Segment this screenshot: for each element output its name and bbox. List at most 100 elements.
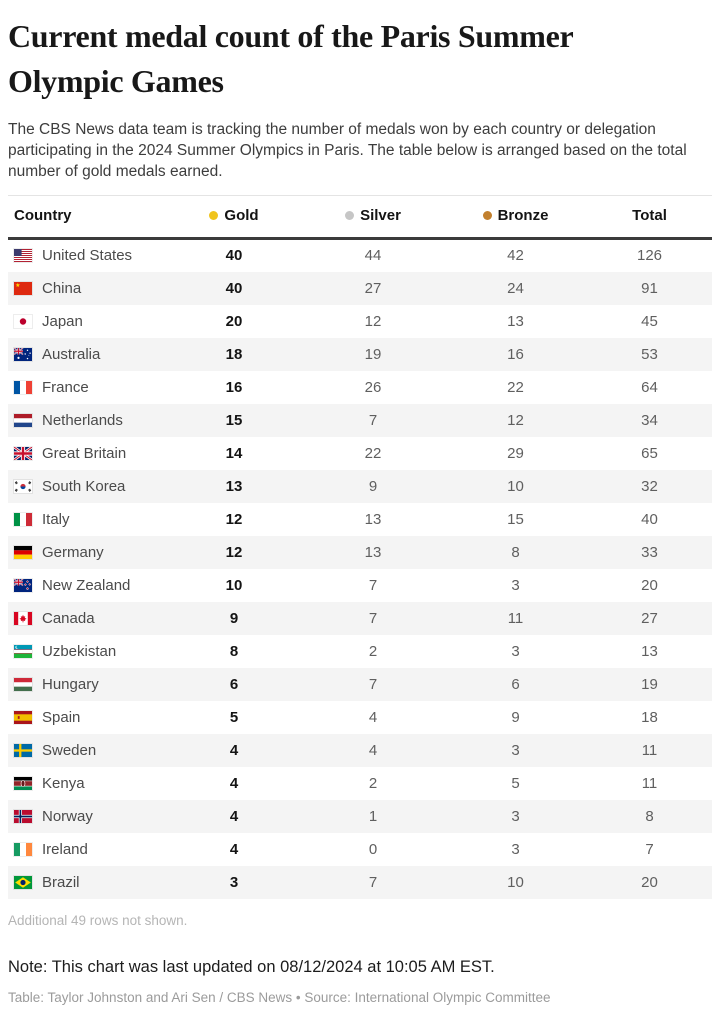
silver-count: 0 xyxy=(368,840,378,858)
bronze-count: 10 xyxy=(507,477,524,495)
column-header-total: Total xyxy=(587,195,712,240)
country-cell: United States xyxy=(8,239,166,272)
bronze-count: 3 xyxy=(511,576,520,594)
bronze-count: 10 xyxy=(507,873,524,891)
country-name: Uzbekistan xyxy=(42,642,117,660)
bronze-count: 6 xyxy=(511,675,520,693)
country-name: United States xyxy=(42,247,133,265)
gold-count: 8 xyxy=(229,642,239,660)
country-flag-icon-ie xyxy=(13,841,33,857)
country-flag-icon-de xyxy=(13,544,33,560)
bronze-count: 11 xyxy=(507,609,524,627)
bronze-count: 9 xyxy=(511,708,520,726)
country-name: Italy xyxy=(42,510,70,528)
country-flag-icon-br xyxy=(13,874,33,890)
bronze-count: 5 xyxy=(511,774,520,792)
bronze-count: 13 xyxy=(507,312,524,330)
total-count: 18 xyxy=(641,708,658,726)
country-cell: Sweden xyxy=(8,734,166,767)
table-row: Germany 12 13 8 33 xyxy=(8,535,712,569)
credit-line: Table: Taylor Johnston and Ari Sen / CBS… xyxy=(8,989,551,1005)
silver-count: 2 xyxy=(368,642,378,660)
country-cell: Germany xyxy=(8,536,166,569)
bronze-count: 15 xyxy=(507,510,524,528)
bronze-dot-icon xyxy=(482,211,492,220)
page-subtitle: The CBS News data team is tracking the n… xyxy=(8,121,687,180)
country-flag-icon-ca xyxy=(13,610,33,626)
table-row: Norway 4 1 3 8 xyxy=(8,799,712,833)
country-name: South Korea xyxy=(42,477,126,495)
gold-count: 40 xyxy=(225,247,243,265)
bronze-count: 3 xyxy=(511,840,520,858)
bronze-count: 8 xyxy=(511,543,520,561)
country-name: Germany xyxy=(42,543,104,561)
gold-count: 13 xyxy=(225,477,243,495)
silver-count: 12 xyxy=(364,312,382,330)
country-name: Spain xyxy=(42,708,81,726)
country-cell: Uzbekistan xyxy=(8,635,166,668)
table-row: Sweden 4 4 3 11 xyxy=(8,733,712,767)
total-count: 7 xyxy=(645,840,654,858)
silver-count: 44 xyxy=(364,247,382,265)
country-flag-icon-fr xyxy=(13,379,33,395)
country-cell: Canada xyxy=(8,602,166,635)
rows-not-shown-note: Additional 49 rows not shown. xyxy=(8,912,188,928)
silver-count: 26 xyxy=(364,378,382,396)
country-flag-icon-nl xyxy=(13,412,33,428)
gold-dot-icon xyxy=(209,211,219,220)
country-flag-icon-it xyxy=(13,511,33,527)
total-count: 20 xyxy=(641,576,658,594)
table-row: France 16 26 22 64 xyxy=(8,371,712,404)
country-cell: Netherlands xyxy=(8,404,166,437)
total-count: 20 xyxy=(641,873,658,891)
country-name: Hungary xyxy=(42,675,99,693)
country-cell: Australia xyxy=(8,338,166,371)
total-count: 40 xyxy=(641,510,658,528)
gold-count: 4 xyxy=(229,774,239,792)
country-flag-icon-us xyxy=(13,248,33,264)
table-body: United States 40 44 42 126 China 40 27 2… xyxy=(8,239,712,899)
table-row: Uzbekistan 8 2 3 13 xyxy=(8,635,712,668)
total-count: 33 xyxy=(641,543,658,561)
total-count: 32 xyxy=(641,477,658,495)
total-count: 34 xyxy=(641,411,658,429)
bronze-count: 29 xyxy=(507,444,524,462)
country-flag-icon-au xyxy=(13,346,33,362)
silver-count: 19 xyxy=(364,345,382,363)
gold-count: 15 xyxy=(225,411,243,429)
silver-count: 7 xyxy=(368,675,378,693)
silver-count: 2 xyxy=(368,774,378,792)
silver-count: 22 xyxy=(364,444,382,462)
column-header-bronze: Bronze xyxy=(444,195,587,240)
gold-count: 4 xyxy=(229,840,239,858)
gold-count: 4 xyxy=(229,741,239,759)
gold-count: 9 xyxy=(229,609,239,627)
gold-count: 20 xyxy=(225,312,243,330)
country-name: France xyxy=(42,378,89,396)
silver-count: 27 xyxy=(364,279,382,297)
country-flag-icon-cn xyxy=(13,280,33,296)
total-count: 27 xyxy=(641,609,658,627)
country-name: Great Britain xyxy=(42,444,127,462)
total-count: 53 xyxy=(641,345,658,363)
table-row: Great Britain 14 22 29 65 xyxy=(8,437,712,470)
gold-count: 14 xyxy=(225,444,243,462)
bronze-count: 24 xyxy=(507,279,524,297)
country-name: Norway xyxy=(42,807,93,825)
total-count: 64 xyxy=(641,378,658,396)
gold-count: 6 xyxy=(229,675,239,693)
silver-count: 7 xyxy=(368,609,378,627)
table-row: Hungary 6 7 6 19 xyxy=(8,667,712,701)
gold-count: 4 xyxy=(229,807,239,825)
bronze-count: 3 xyxy=(511,807,520,825)
table-row: Spain 5 4 9 18 xyxy=(8,701,712,734)
bronze-count: 3 xyxy=(511,642,520,660)
country-cell: Spain xyxy=(8,701,166,734)
country-flag-icon-uz xyxy=(13,643,33,659)
total-count: 11 xyxy=(641,741,658,759)
gold-count: 12 xyxy=(225,510,243,528)
silver-count: 9 xyxy=(368,477,378,495)
country-flag-icon-es xyxy=(13,709,33,725)
gold-count: 5 xyxy=(229,708,239,726)
